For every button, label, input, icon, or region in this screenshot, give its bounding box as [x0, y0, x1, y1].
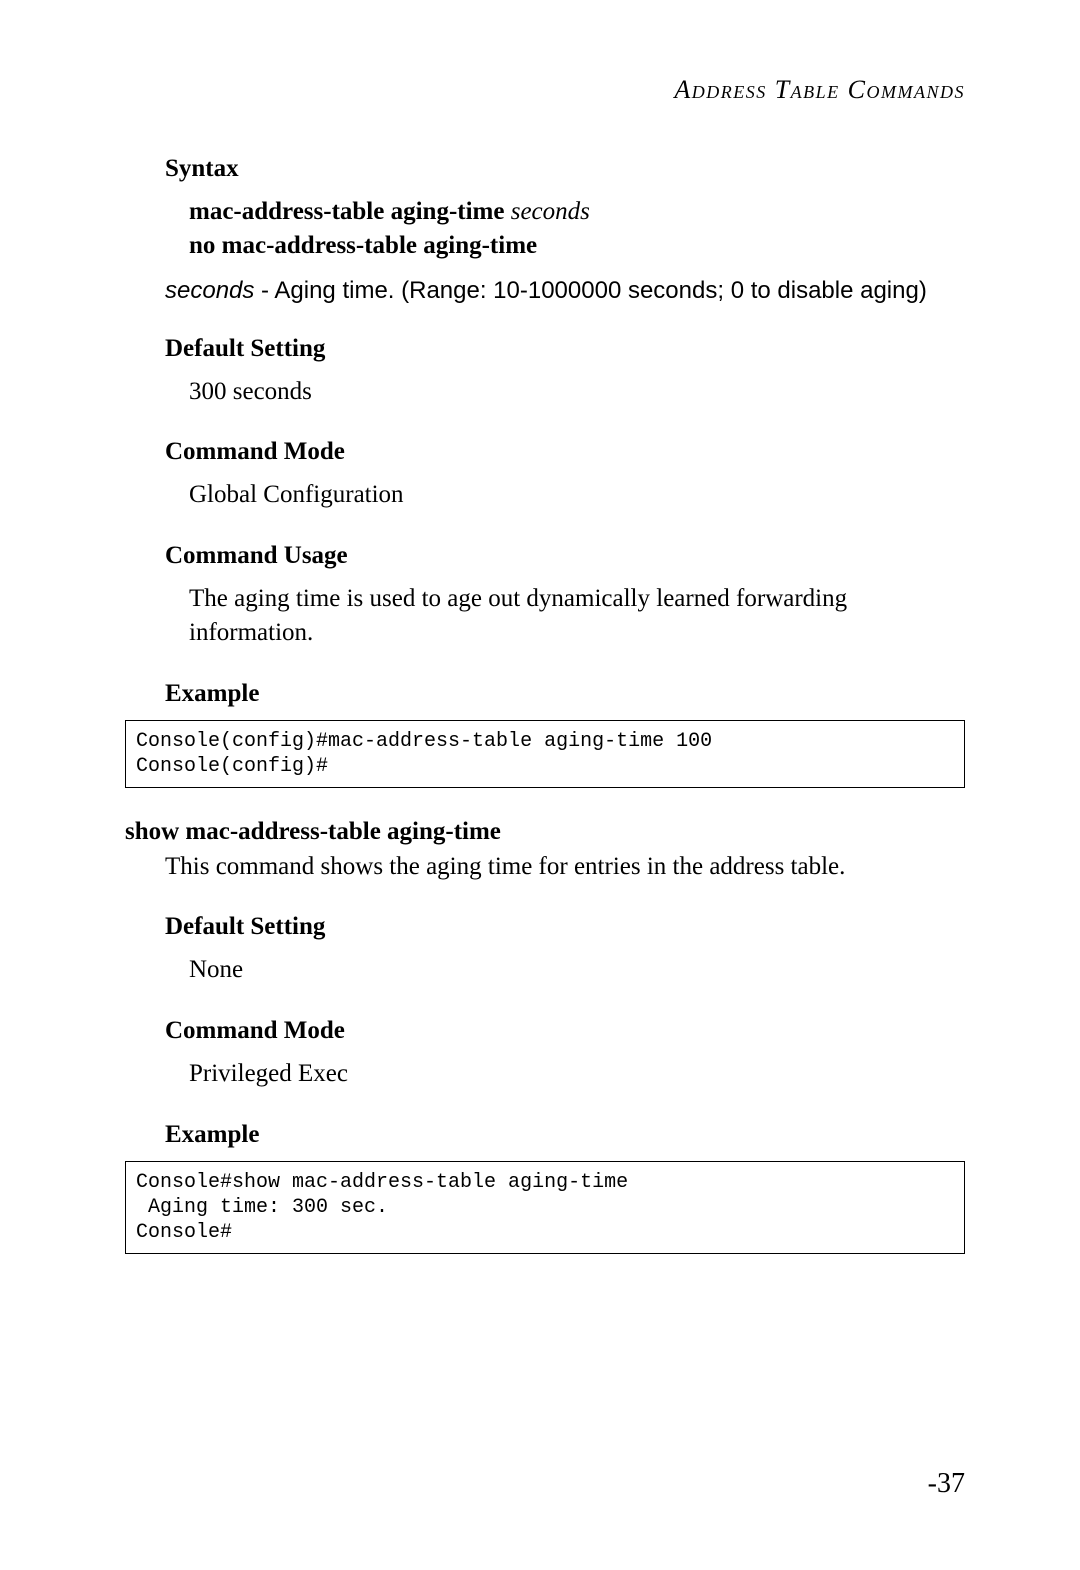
document-page: Address Table Commands Syntax mac-addres… [0, 0, 1080, 1570]
default-setting-1-heading: Default Setting [165, 335, 965, 363]
syntax-line1-param: seconds [511, 198, 590, 225]
param-name: seconds [165, 277, 254, 304]
syntax-block: mac-address-table aging-time seconds no … [189, 195, 965, 263]
command-mode-2-body: Privileged Exec [189, 1057, 965, 1091]
example-2-code: Console#show mac-address-table aging-tim… [125, 1161, 965, 1254]
example-1-heading: Example [165, 680, 965, 708]
command-mode-1-heading: Command Mode [165, 438, 965, 466]
running-head: Address Table Commands [125, 75, 965, 105]
command-usage-body: The aging time is used to age out dynami… [189, 582, 965, 650]
command-usage-heading: Command Usage [165, 542, 965, 570]
default-setting-2-heading: Default Setting [165, 913, 965, 941]
example-1-code: Console(config)#mac-address-table aging-… [125, 720, 965, 788]
default-setting-2-body: None [189, 953, 965, 987]
syntax-line-1: mac-address-table aging-time seconds [189, 195, 965, 229]
syntax-line1-bold: mac-address-table aging-time [189, 198, 504, 225]
param-desc: - Aging time. (Range: 10-1000000 seconds… [254, 277, 926, 304]
command-2-desc: This command shows the aging time for en… [165, 850, 965, 884]
param-definition: seconds - Aging time. (Range: 10-1000000… [165, 277, 965, 305]
page-number: -37 [928, 1468, 965, 1500]
syntax-line-2: no mac-address-table aging-time [189, 229, 965, 263]
default-setting-1-body: 300 seconds [189, 375, 965, 409]
command-mode-1-body: Global Configuration [189, 478, 965, 512]
example-2-heading: Example [165, 1121, 965, 1149]
command-mode-2-heading: Command Mode [165, 1017, 965, 1045]
syntax-heading: Syntax [165, 155, 965, 183]
command-2-title: show mac-address-table aging-time [125, 818, 965, 846]
